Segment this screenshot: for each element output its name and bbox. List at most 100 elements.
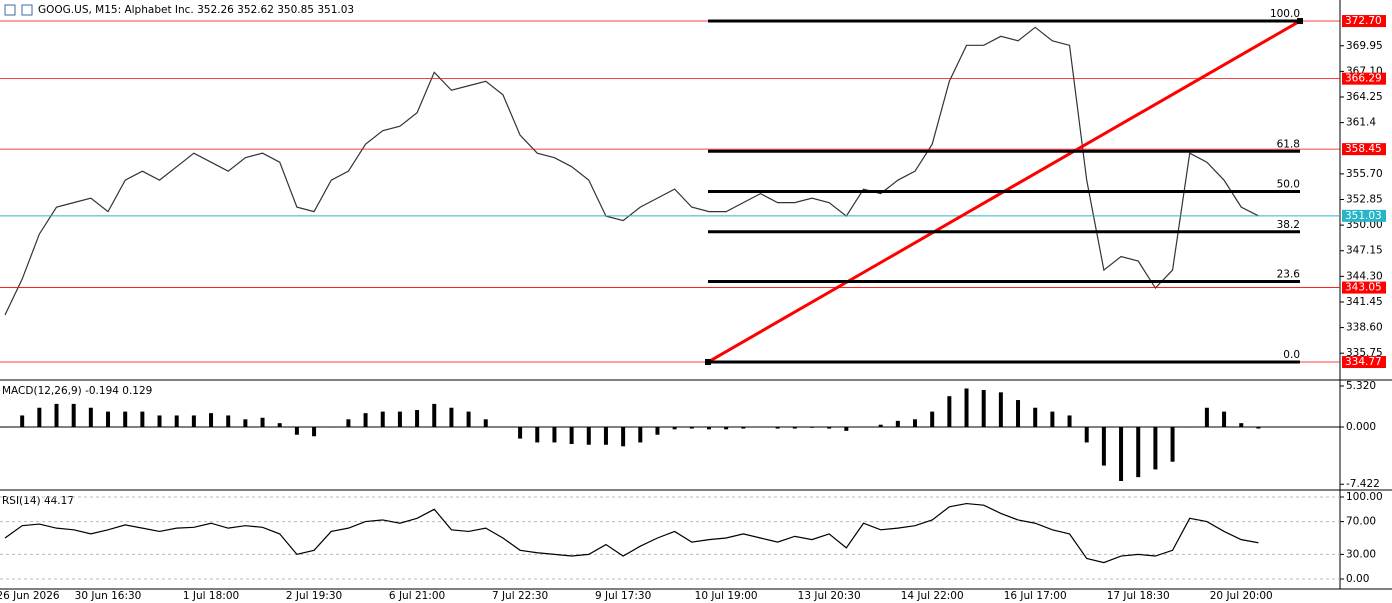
histogram-bar xyxy=(638,427,643,443)
price-box-label: 358.45 xyxy=(1345,143,1382,155)
histogram-bar xyxy=(3,427,7,428)
histogram-bar xyxy=(243,419,248,428)
histogram-bar xyxy=(809,427,814,428)
histogram-bar xyxy=(500,427,505,428)
histogram-bar xyxy=(37,407,42,428)
x-tick-label: 20 Jul 20:00 xyxy=(1210,590,1273,602)
y-tick-label: 341.45 xyxy=(1346,296,1383,308)
y-tick-label: 344.30 xyxy=(1346,270,1383,282)
y-tick-label: 352.85 xyxy=(1346,193,1383,205)
x-tick-label: 13 Jul 20:30 xyxy=(798,590,861,602)
histogram-bar xyxy=(672,427,677,430)
histogram-bar xyxy=(71,403,76,428)
x-tick-label: 26 Jun 2026 xyxy=(0,590,60,602)
histogram-bar xyxy=(483,419,488,428)
y-tick-label: -7.422 xyxy=(1346,478,1380,490)
price-box xyxy=(1342,356,1386,369)
histogram-bar xyxy=(1222,411,1227,428)
histogram-bar xyxy=(518,427,523,439)
x-tick-label: 2 Jul 19:30 xyxy=(286,590,342,602)
histogram-bar xyxy=(947,396,952,428)
histogram-bar xyxy=(1136,427,1141,478)
y-tick-label: 100.00 xyxy=(1346,491,1383,503)
histogram-bar xyxy=(466,411,471,428)
x-tick-label: 9 Jul 17:30 xyxy=(595,590,651,602)
x-tick-label: 30 Jun 16:30 xyxy=(75,590,142,602)
histogram-bar xyxy=(88,407,93,428)
histogram-bar xyxy=(792,427,797,429)
histogram-bar xyxy=(603,427,608,445)
histogram-bar xyxy=(380,411,385,428)
y-tick-label: 0.00 xyxy=(1346,573,1369,585)
x-tick-label: 10 Jul 19:00 xyxy=(695,590,758,602)
histogram-bar xyxy=(1256,427,1261,429)
y-tick-label: 70.00 xyxy=(1346,516,1376,528)
y-tick-label: 369.95 xyxy=(1346,40,1383,52)
histogram-bar xyxy=(998,392,1003,428)
histogram-bar xyxy=(535,427,540,443)
panel-title: GOOG.US, M15: Alphabet Inc. 352.26 352.6… xyxy=(38,4,354,16)
price-box xyxy=(1342,281,1386,294)
histogram-bar xyxy=(1050,411,1055,428)
histogram-bar xyxy=(415,410,420,428)
menu-icon[interactable] xyxy=(4,4,16,16)
histogram-bar xyxy=(106,411,111,428)
panel-title: RSI(14) 44.17 xyxy=(2,495,74,507)
histogram-bar xyxy=(209,413,214,428)
histogram-bar xyxy=(20,415,25,428)
fib-label: 61.8 xyxy=(1277,138,1300,150)
histogram-bar xyxy=(621,427,626,447)
histogram-bar xyxy=(964,388,969,428)
current-price-box xyxy=(1342,209,1386,222)
y-tick-label: 361.4 xyxy=(1346,117,1376,129)
price-line xyxy=(4,502,1259,564)
histogram-bar xyxy=(397,411,402,428)
y-tick-label: 355.70 xyxy=(1346,168,1383,180)
y-tick-label: 5.320 xyxy=(1346,380,1376,392)
y-tick-label: 347.15 xyxy=(1346,245,1383,257)
histogram-bar xyxy=(312,427,317,437)
histogram-bar xyxy=(689,427,694,429)
y-tick-label: 30.00 xyxy=(1346,548,1376,560)
histogram-bar xyxy=(878,424,883,428)
histogram-bar xyxy=(1016,400,1021,428)
price-line xyxy=(4,26,1259,316)
histogram-bar xyxy=(741,427,746,429)
histogram-bar xyxy=(552,427,557,443)
histogram-bar xyxy=(157,415,162,428)
histogram-bar xyxy=(758,427,763,428)
price-box xyxy=(1342,72,1386,85)
y-tick-label: 0.000 xyxy=(1346,421,1376,433)
price-box xyxy=(1342,143,1386,156)
fib-label: 100.0 xyxy=(1270,8,1300,20)
histogram-bar xyxy=(586,427,591,445)
histogram-bar xyxy=(1204,407,1209,428)
histogram-bar xyxy=(1170,427,1175,462)
histogram-bar xyxy=(294,427,299,435)
histogram-bar xyxy=(329,427,334,428)
histogram-bar xyxy=(930,411,935,428)
histogram-bar xyxy=(1239,423,1244,428)
histogram-bar xyxy=(1119,427,1124,481)
histogram-bar xyxy=(981,390,986,428)
x-tick-label: 16 Jul 17:00 xyxy=(1004,590,1067,602)
price-box xyxy=(1342,15,1386,28)
histogram-bar xyxy=(1084,427,1089,443)
price-box-label: 334.77 xyxy=(1345,356,1382,368)
histogram-bar xyxy=(913,419,918,428)
histogram-bar xyxy=(363,413,368,428)
price-box-label: 372.70 xyxy=(1345,15,1382,27)
histogram-bar xyxy=(346,419,351,428)
histogram-bar xyxy=(895,420,900,428)
fib-label: 23.6 xyxy=(1277,269,1301,281)
histogram-bar xyxy=(861,427,866,428)
histogram-bar xyxy=(827,427,832,429)
histogram-bar xyxy=(260,417,265,428)
price-box-label: 366.29 xyxy=(1345,73,1382,85)
chart-icon[interactable] xyxy=(21,4,33,16)
histogram-bar xyxy=(706,427,711,430)
x-tick-label: 7 Jul 22:30 xyxy=(492,590,548,602)
x-tick-label: 17 Jul 18:30 xyxy=(1107,590,1170,602)
